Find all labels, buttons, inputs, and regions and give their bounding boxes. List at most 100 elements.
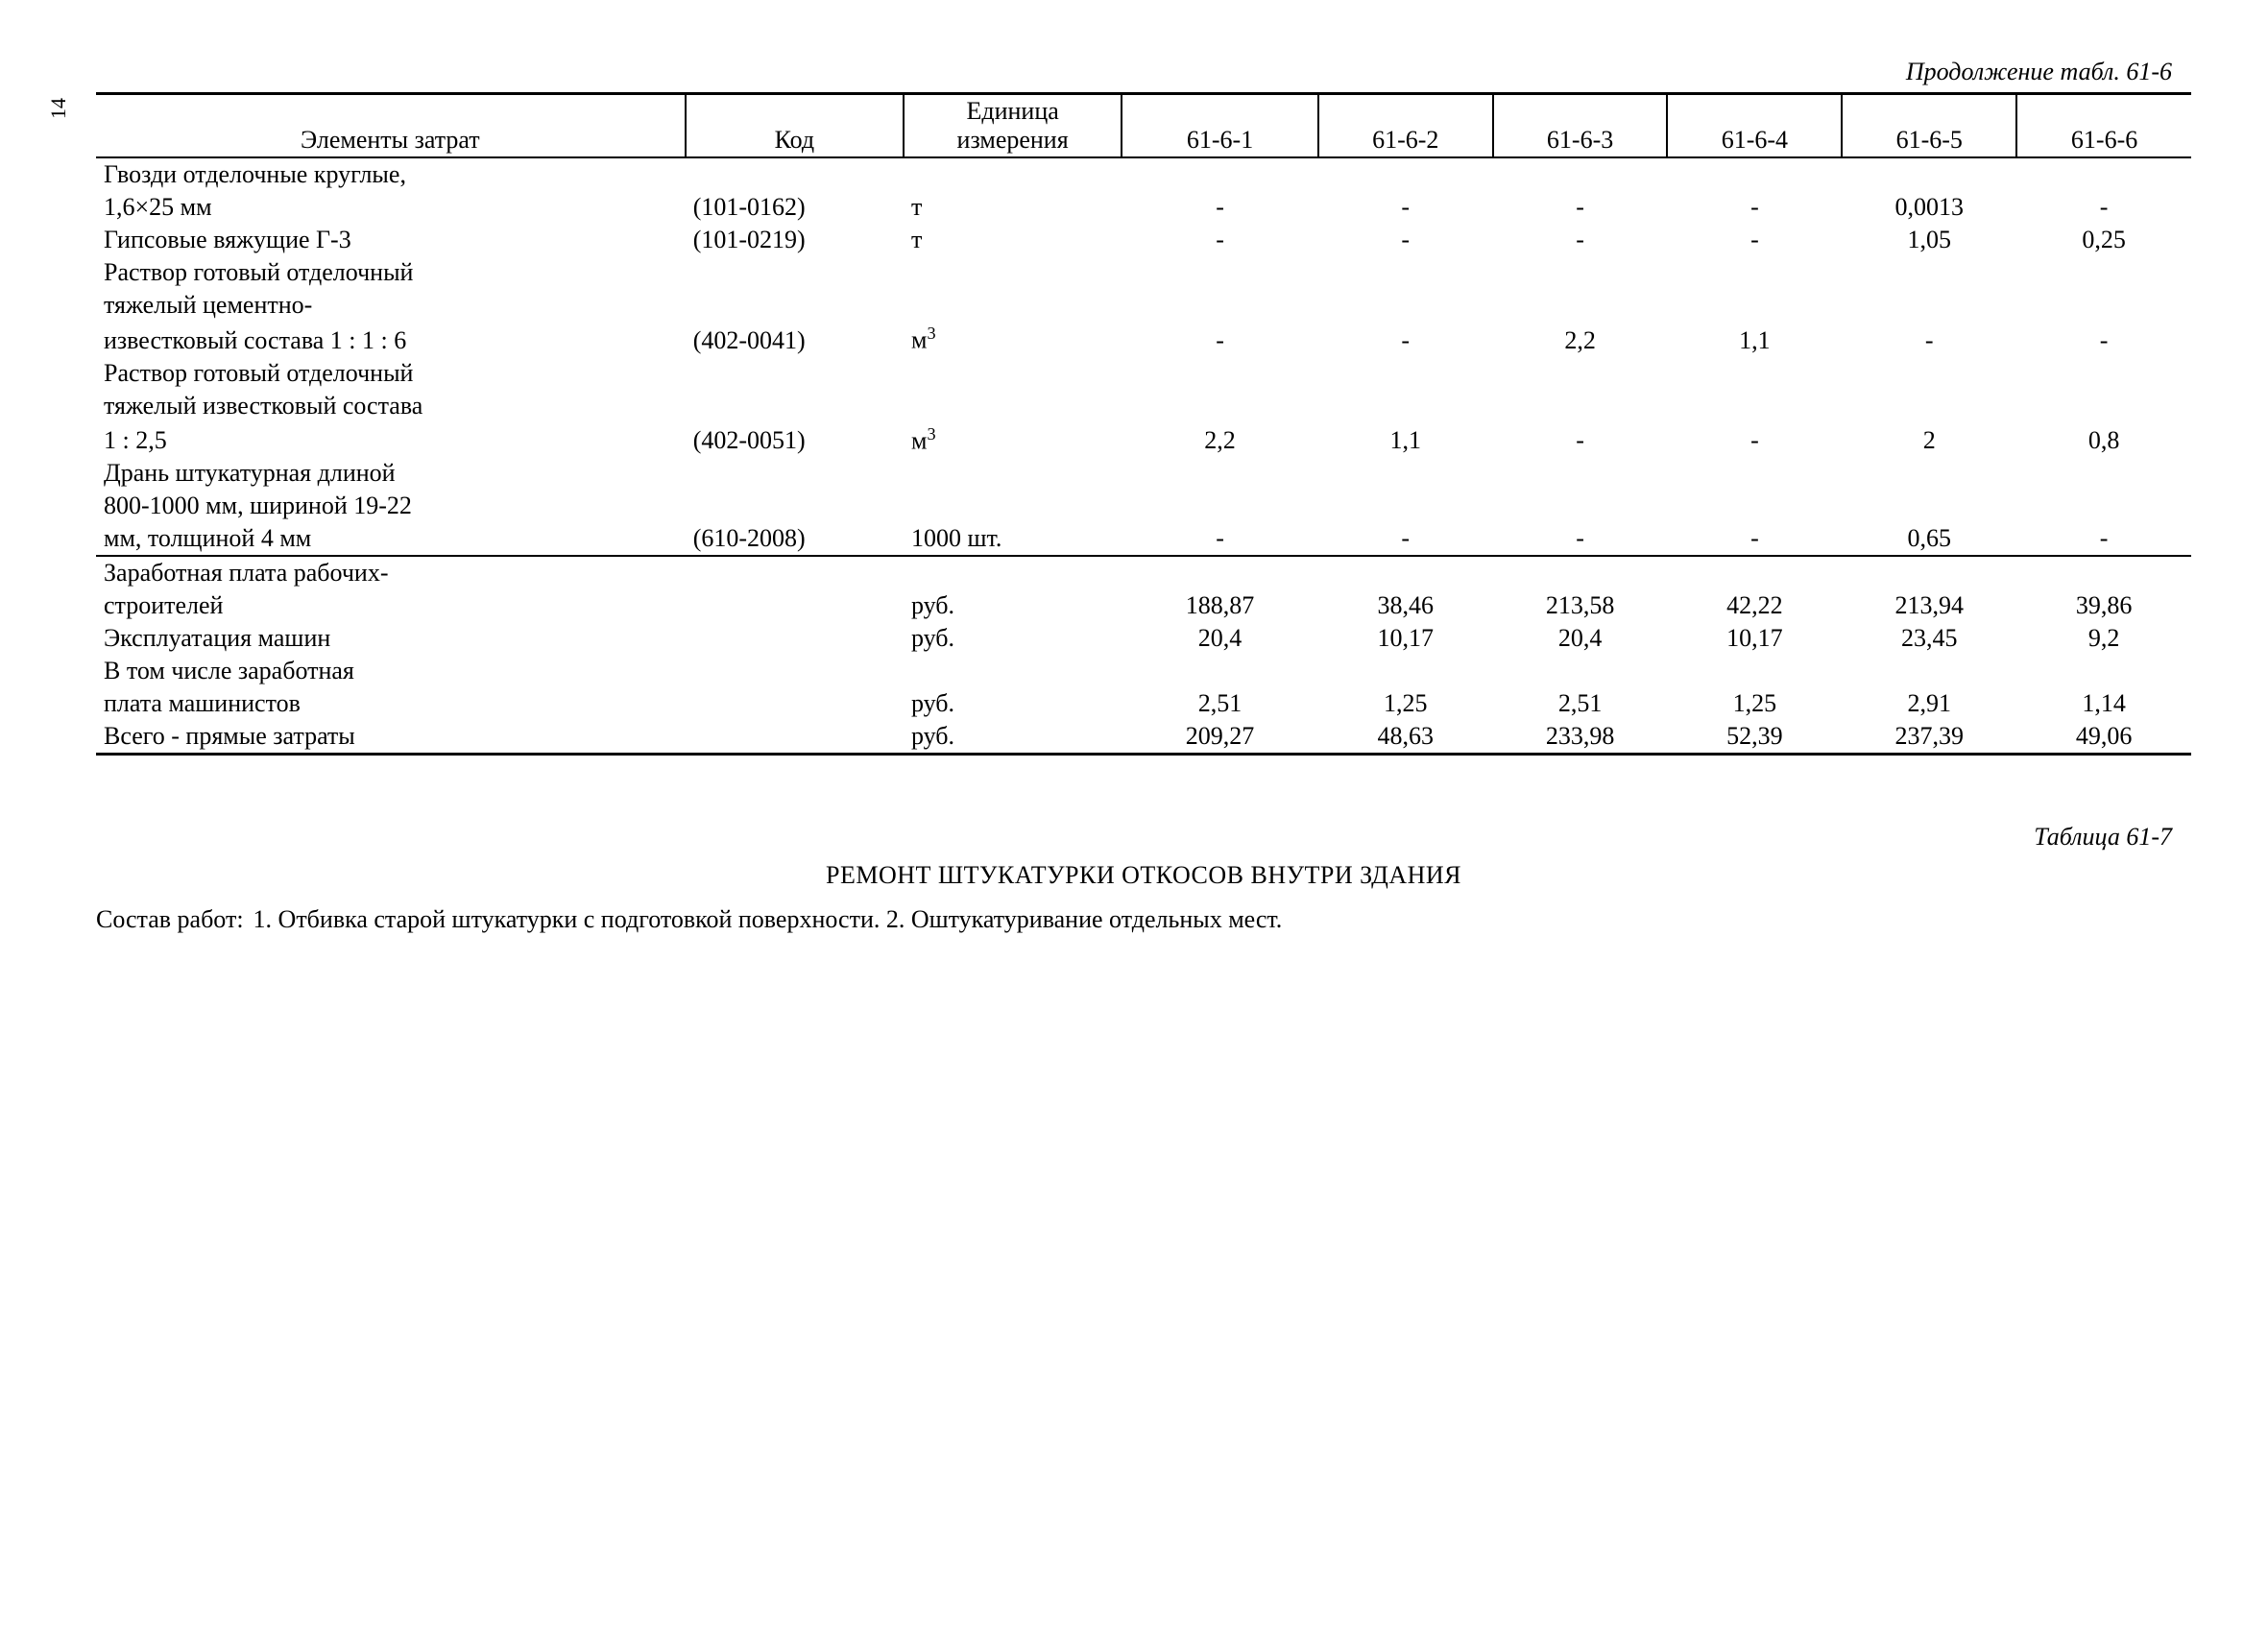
unit-of-measure: т <box>904 191 1122 224</box>
value-cell: 49,06 <box>2016 720 2191 753</box>
cost-item-name: тяжелый цементно- <box>96 289 686 322</box>
table-row: плата машинистовруб.2,511,252,511,252,91… <box>96 687 2191 720</box>
value-cell: - <box>2016 191 2191 224</box>
value-cell: - <box>1667 522 1842 556</box>
value-cell: 1,1 <box>1667 322 1842 357</box>
unit-of-measure: т <box>904 224 1122 256</box>
cost-item-name: 1,6×25 мм <box>96 191 686 224</box>
value-cell: 0,25 <box>2016 224 2191 256</box>
table-title-61-7: РЕМОНТ ШТУКАТУРКИ ОТКОСОВ ВНУТРИ ЗДАНИЯ <box>96 861 2191 890</box>
value-cell: 39,86 <box>2016 589 2191 622</box>
value-cell: - <box>1318 191 1493 224</box>
table-row: Раствор готовый отделочный <box>96 357 2191 390</box>
table-row: тяжелый цементно- <box>96 289 2191 322</box>
value-cell: - <box>2016 522 2191 556</box>
table-row: мм, толщиной 4 мм(610-2008)1000 шт.----0… <box>96 522 2191 556</box>
table-row: тяжелый известковый состава <box>96 390 2191 422</box>
value-cell: - <box>1493 522 1668 556</box>
value-cell: - <box>1667 224 1842 256</box>
value-cell: - <box>1318 322 1493 357</box>
value-cell: 1,05 <box>1842 224 2016 256</box>
value-cell: - <box>1122 522 1318 556</box>
column-header: 61-6-3 <box>1493 95 1668 156</box>
table-row: Раствор готовый отделочный <box>96 256 2191 289</box>
value-cell: - <box>1493 224 1668 256</box>
value-cell: 0,65 <box>1842 522 2016 556</box>
value-cell: 2,51 <box>1493 687 1668 720</box>
value-cell: 20,4 <box>1122 622 1318 655</box>
cost-table: Элементы затратКодЕдиницаизмерения61-6-1… <box>96 95 2191 156</box>
cost-item-name: тяжелый известковый состава <box>96 390 686 422</box>
column-header: 61-6-4 <box>1667 95 1842 156</box>
cost-item-code: (101-0162) <box>686 191 904 224</box>
value-cell: - <box>1493 191 1668 224</box>
column-header: 61-6-5 <box>1842 95 2016 156</box>
value-cell: 48,63 <box>1318 720 1493 753</box>
cost-item-code: (101-0219) <box>686 224 904 256</box>
cost-item-name: В том числе заработная <box>96 655 686 687</box>
unit-of-measure: руб. <box>904 622 1122 655</box>
cost-item-code <box>686 720 904 753</box>
cost-item-name: Дрань штукатурная длиной <box>96 457 686 490</box>
value-cell: 213,58 <box>1493 589 1668 622</box>
value-cell: 209,27 <box>1122 720 1318 753</box>
value-cell: - <box>1318 522 1493 556</box>
cost-item-name: строителей <box>96 589 686 622</box>
cost-item-code <box>686 622 904 655</box>
value-cell: 233,98 <box>1493 720 1668 753</box>
column-header: Элементы затрат <box>96 95 686 156</box>
value-cell: 2,2 <box>1122 422 1318 458</box>
cost-item-name: 800-1000 мм, шириной 19-22 <box>96 490 686 522</box>
table-row: Гипсовые вяжущие Г-3(101-0219)т----1,050… <box>96 224 2191 256</box>
value-cell: - <box>1122 224 1318 256</box>
table-row: Дрань штукатурная длиной <box>96 457 2191 490</box>
cost-item-code <box>686 589 904 622</box>
value-cell: - <box>1122 191 1318 224</box>
column-header: 61-6-2 <box>1318 95 1493 156</box>
unit-of-measure: 1000 шт. <box>904 522 1122 556</box>
value-cell: 38,46 <box>1318 589 1493 622</box>
unit-of-measure: руб. <box>904 589 1122 622</box>
value-cell: 20,4 <box>1493 622 1668 655</box>
value-cell: 1,25 <box>1667 687 1842 720</box>
value-cell: 10,17 <box>1318 622 1493 655</box>
cost-item-name: 1 : 2,5 <box>96 422 686 458</box>
cost-item-name: мм, толщиной 4 мм <box>96 522 686 556</box>
cost-table-body: Гвозди отделочные круглые, 1,6×25 мм(101… <box>96 158 2191 753</box>
unit-of-measure: м3 <box>904 322 1122 357</box>
cost-item-code: (610-2008) <box>686 522 904 556</box>
cost-item-name: Всего - прямые затраты <box>96 720 686 753</box>
value-cell: 1,1 <box>1318 422 1493 458</box>
value-cell: 237,39 <box>1842 720 2016 753</box>
value-cell: 1,14 <box>2016 687 2191 720</box>
table-row: строителейруб.188,8738,46213,5842,22213,… <box>96 589 2191 622</box>
value-cell: 23,45 <box>1842 622 2016 655</box>
value-cell: - <box>1667 191 1842 224</box>
column-header: 61-6-1 <box>1122 95 1318 156</box>
table-row: 1 : 2,5(402-0051)м32,21,1--20,8 <box>96 422 2191 458</box>
table-row: Заработная плата рабочих- <box>96 556 2191 589</box>
column-header: Единицаизмерения <box>904 95 1122 156</box>
value-cell: - <box>1493 422 1668 458</box>
value-cell: 10,17 <box>1667 622 1842 655</box>
table-row: Эксплуатация машинруб.20,410,1720,410,17… <box>96 622 2191 655</box>
value-cell: 52,39 <box>1667 720 1842 753</box>
value-cell: 0,8 <box>2016 422 2191 458</box>
value-cell: 2,91 <box>1842 687 2016 720</box>
value-cell: 2 <box>1842 422 2016 458</box>
value-cell: 2,51 <box>1122 687 1318 720</box>
value-cell: - <box>2016 322 2191 357</box>
value-cell: 188,87 <box>1122 589 1318 622</box>
unit-of-measure: руб. <box>904 687 1122 720</box>
cost-item-name: Эксплуатация машин <box>96 622 686 655</box>
work-composition-label: Состав работ: <box>96 905 253 934</box>
table-row: Гвозди отделочные круглые, <box>96 158 2191 191</box>
cost-item-name: Раствор готовый отделочный <box>96 357 686 390</box>
column-header: Код <box>686 95 904 156</box>
section-61-7: Таблица 61-7 РЕМОНТ ШТУКАТУРКИ ОТКОСОВ В… <box>96 823 2191 934</box>
cost-item-code: (402-0041) <box>686 322 904 357</box>
cost-item-name: Гвозди отделочные круглые, <box>96 158 686 191</box>
value-cell: - <box>1842 322 2016 357</box>
table-row: Всего - прямые затратыруб.209,2748,63233… <box>96 720 2191 753</box>
unit-of-measure: м3 <box>904 422 1122 458</box>
